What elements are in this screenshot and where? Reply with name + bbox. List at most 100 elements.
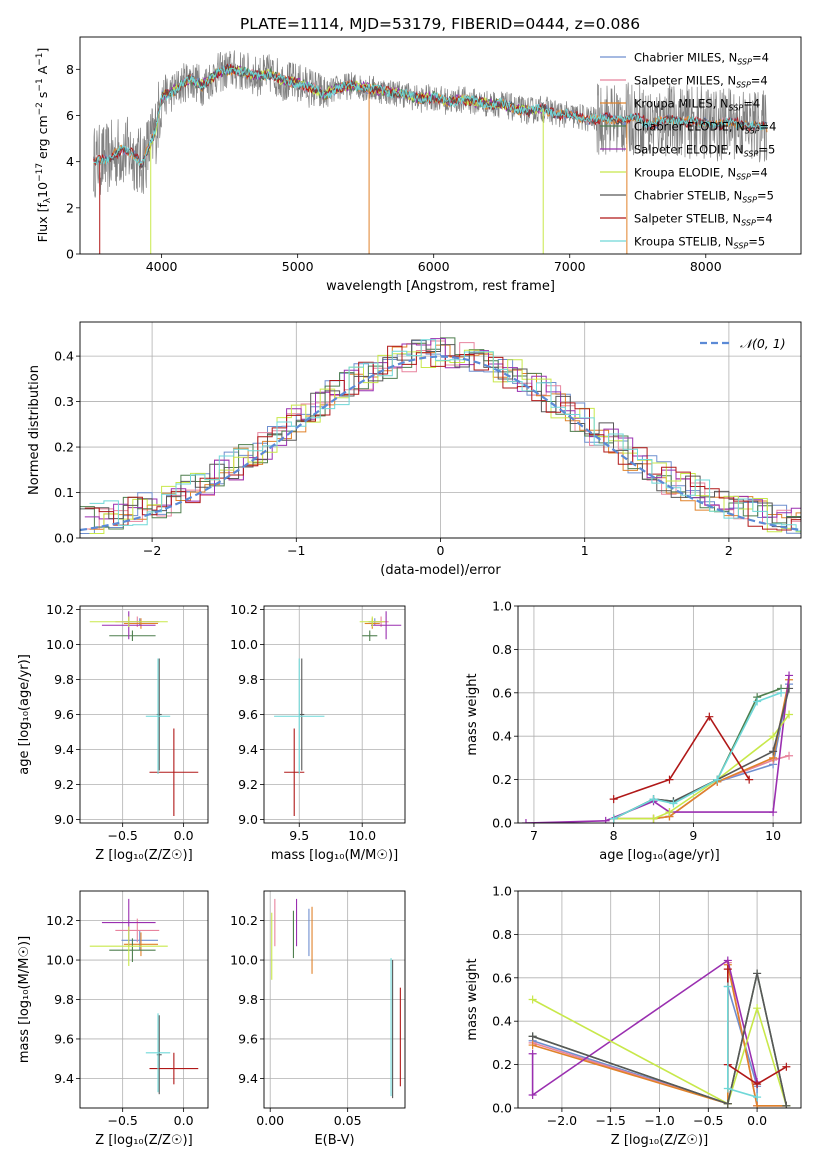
- y-tick-label: 9.8: [54, 992, 74, 1007]
- y-tick-label: 9.4: [54, 1071, 74, 1086]
- errorbar-point: [359, 616, 385, 627]
- series-marker: [753, 1080, 762, 1089]
- y-tick-label: 0.0: [492, 816, 512, 831]
- x-tick-label: 9: [689, 828, 697, 843]
- x-tick-label: 2: [725, 543, 733, 558]
- series-marker: [782, 1101, 791, 1108]
- normal-curve: [80, 355, 801, 532]
- y-tick-label: 10.0: [46, 637, 74, 652]
- y-tick-label: 10.2: [230, 602, 258, 617]
- series-marker: [609, 814, 618, 823]
- y-tick-label: 10.0: [230, 953, 258, 968]
- legend-label: Salpeter ELODIE, NSSP=5: [634, 143, 775, 159]
- errorbar-point: [89, 616, 168, 627]
- y-tick-label: 0.8: [492, 927, 512, 942]
- series-line: [613, 715, 750, 800]
- legend-label: Chabrier STELIB, NSSP=5: [634, 189, 774, 205]
- series-marker: [777, 688, 786, 697]
- histogram-chabrier-stelib: [80, 339, 801, 528]
- errorbar-point: [371, 611, 402, 640]
- model-spectrum-kroupa-elodie: [147, 65, 543, 154]
- y-tick-label: 0.0: [54, 531, 74, 546]
- series-marker: [528, 995, 537, 1004]
- series-line: [531, 959, 758, 1097]
- legend: Chabrier MILES, NSSP=4 Salpeter MILES, NS…: [600, 51, 776, 251]
- errorbar-point: [362, 630, 378, 641]
- x-tick-label: 10.0: [348, 828, 376, 843]
- series-marker: [528, 1041, 537, 1050]
- y-tick-label: 0: [66, 247, 74, 262]
- x-tick-label: 8: [610, 828, 618, 843]
- y-tick-label: 0.0: [492, 1101, 512, 1116]
- series-line: [532, 973, 788, 1106]
- x-axis-label: (data-model)/error: [380, 563, 501, 578]
- x-axis-label: mass [log₁₀(M/M☉)]: [271, 848, 398, 863]
- x-tick-label: 1: [581, 543, 589, 558]
- series-marker: [528, 1049, 537, 1058]
- x-axis-label: wavelength [Angstrom, rest frame]: [326, 279, 555, 294]
- x-tick-label: 4000: [146, 259, 178, 274]
- y-tick-label: 9.8: [238, 672, 258, 687]
- legend-label: Chabrier MILES, NSSP=4: [634, 51, 769, 67]
- axes-mass_vs_ebv: 0.00 0.05 9.4 9.6 9.8 10.0 10.2 E(B-V): [230, 890, 406, 1148]
- x-tick-label: 0.00: [256, 1113, 284, 1128]
- series-marker: [723, 965, 732, 974]
- errorbar-point: [299, 658, 305, 771]
- x-tick-label: 8000: [690, 259, 722, 274]
- x-tick-label: 0: [437, 543, 445, 558]
- series-marker: [713, 775, 722, 784]
- x-tick-label: 7000: [554, 259, 586, 274]
- model-spectrum-kroupa-stelib: [93, 64, 768, 167]
- x-tick-label: 0.0: [174, 1113, 194, 1128]
- series-marker: [785, 751, 794, 760]
- y-tick-label: 9.6: [54, 707, 74, 722]
- axes-age_vs_mass: 9.5 10.0 9.0 9.2 9.4 9.6 9.8 10.0 10.2 mass [log₁…: [230, 602, 406, 863]
- x-tick-label: 10: [765, 828, 781, 843]
- axes-frame: [517, 890, 802, 1109]
- series-marker: [769, 808, 778, 817]
- y-tick-label: 10.0: [230, 637, 258, 652]
- axes-frame: [79, 36, 802, 255]
- plot-area: [80, 337, 801, 534]
- x-tick-label: −0.5: [107, 828, 137, 843]
- y-axis-label: mass [log₁₀(M/M☉)]: [17, 936, 32, 1063]
- legend-label: Kroupa STELIB, NSSP=5: [634, 235, 765, 251]
- x-tick-label: 0.0: [174, 828, 194, 843]
- y-tick-label: 0.8: [492, 642, 512, 657]
- axes-mass_weight_vs_Z: −2.0 −1.5 −1.0 −0.5 0.0 0.0 0.2 0.4 0.6 0.8 1.0 Z […: [465, 884, 802, 1148]
- y-axis-label: age [log₁₀(age/yr)]: [17, 654, 32, 775]
- legend-label: Chabrier ELODIE, NSSP=4: [634, 120, 776, 136]
- y-tick-label: 0.4: [54, 349, 74, 364]
- series-marker: [723, 1084, 732, 1093]
- y-axis-label: Normed distribution: [27, 365, 42, 495]
- y-tick-label: 0.6: [492, 970, 512, 985]
- legend-label: Salpeter STELIB, NSSP=4: [634, 212, 773, 228]
- series-marker: [669, 799, 678, 808]
- errorbar-point: [121, 930, 159, 951]
- y-tick-label: 9.0: [238, 812, 258, 827]
- y-tick-label: 10.2: [46, 602, 74, 617]
- plot-area: [271, 898, 401, 1099]
- series-marker: [521, 819, 530, 823]
- axes-frame: [79, 321, 802, 539]
- histogram-salpeter-miles: [84, 340, 801, 530]
- plot-area: [89, 611, 199, 816]
- series-marker: [649, 814, 658, 823]
- y-tick-label: 9.6: [238, 1031, 258, 1046]
- y-tick-label: 0.2: [492, 1057, 512, 1072]
- y-tick-label: 9.4: [238, 742, 258, 757]
- errorbar-point: [274, 658, 325, 774]
- errorbar-point: [89, 926, 168, 966]
- y-axis-label: mass weight: [465, 673, 480, 755]
- x-axis-label: E(B-V): [314, 1133, 354, 1148]
- x-tick-label: 7: [530, 828, 538, 843]
- series-marker: [785, 684, 794, 693]
- series-line: [613, 692, 782, 820]
- series-marker: [705, 712, 714, 721]
- series-marker: [769, 732, 778, 741]
- y-tick-label: 0.2: [54, 440, 74, 455]
- x-tick-label: 5000: [282, 259, 314, 274]
- x-tick-label: 0.0: [747, 1113, 767, 1128]
- axes-mass_vs_Z: −0.5 0.0 9.4 9.6 9.8 10.0 10.2 Z [log₁₀(Z/Z☉)] m…: [17, 890, 209, 1148]
